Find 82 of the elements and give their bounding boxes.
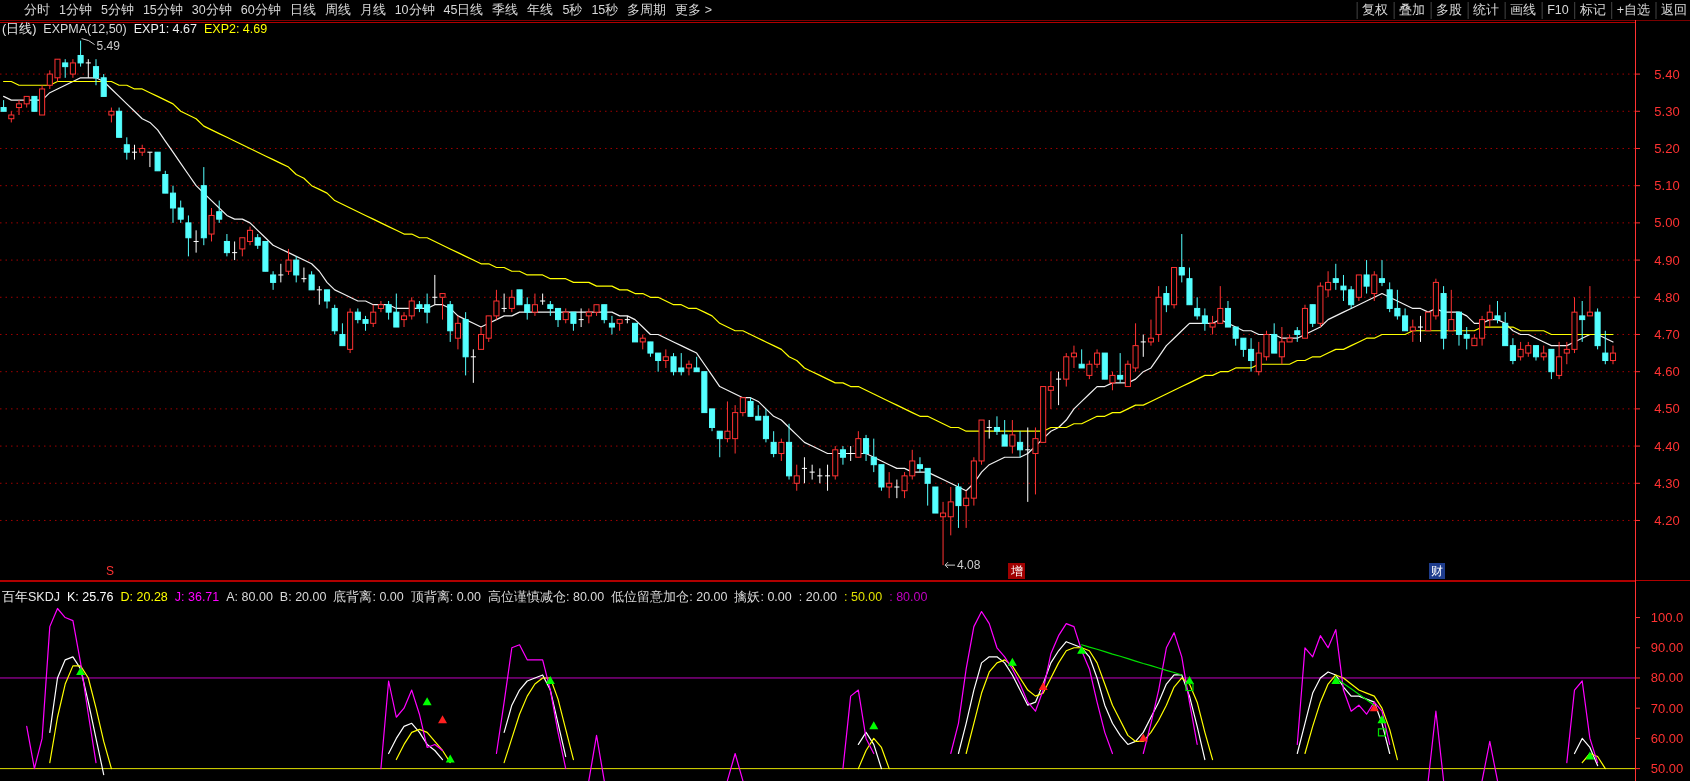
- chart-subtitle: EXPMA(12,50): [43, 22, 127, 36]
- text: 画线: [1510, 3, 1537, 17]
- text: EXP2: 4.69: [203, 22, 268, 36]
- annotation: A: 80.00: [226, 590, 273, 604]
- text: 更多 >: [675, 3, 713, 17]
- point: [1077, 645, 1087, 654]
- text: 15分钟: [142, 3, 183, 17]
- text: 5秒: [562, 3, 583, 17]
- annotation: 财: [1431, 564, 1443, 578]
- text: 年线: [527, 3, 554, 17]
- y-tick-label: 50.00: [1650, 761, 1684, 777]
- point: [1585, 751, 1595, 760]
- annotation: 5.49: [96, 38, 121, 53]
- y-tick-label: 90.00: [1650, 640, 1684, 656]
- text: 多股: [1436, 3, 1463, 17]
- text: 分时: [24, 3, 50, 17]
- text: 标记: [1578, 3, 1606, 17]
- text: EXP1: 4.67: [133, 22, 197, 36]
- text: 季线: [492, 3, 519, 17]
- text: 月线: [359, 3, 386, 17]
- annotation: 底背离: 0.00: [333, 589, 404, 604]
- annotation: 顶背离: 0.00: [410, 589, 482, 604]
- y-tick-label: 5.20: [1654, 140, 1680, 156]
- text: D: 20.28: [120, 590, 168, 604]
- y-tick-label: 5.30: [1654, 103, 1680, 119]
- annotation: B: 20.00: [279, 590, 327, 604]
- y-tick-label: 4.60: [1654, 364, 1680, 380]
- point: [76, 666, 86, 675]
- y-tick-label: 4.70: [1654, 326, 1680, 342]
- text: 日线: [289, 3, 316, 17]
- point: [1377, 728, 1387, 737]
- text: 60分钟: [240, 3, 281, 17]
- y-tick-label: 5.00: [1654, 215, 1680, 231]
- y-tick-label: 4.80: [1654, 289, 1680, 305]
- point: [1185, 682, 1194, 692]
- text: J: 36.71: [174, 590, 220, 604]
- y-tick-label: 5.40: [1654, 66, 1680, 82]
- text: F10: [1547, 3, 1569, 17]
- y-tick-label: 4.90: [1654, 252, 1680, 268]
- text: 5分钟: [100, 3, 134, 17]
- y-tick-label: 60.00: [1650, 730, 1684, 746]
- y-tick-label: 70.00: [1650, 700, 1684, 716]
- annotation: : 20.00: [798, 590, 838, 604]
- point: [1007, 657, 1017, 666]
- annotation: 擒妖: 0.00: [734, 590, 792, 604]
- annotation: 增: [1010, 564, 1023, 578]
- y-tick-label: 4.40: [1654, 438, 1680, 454]
- text: 15秒: [591, 3, 619, 17]
- annotation: S: [105, 564, 115, 578]
- y-tick-label: 4.30: [1654, 475, 1680, 491]
- text: 30分钟: [191, 3, 232, 17]
- annotation: 低位留意加仓: 20.00: [611, 590, 728, 604]
- point: [1369, 703, 1379, 712]
- text: 叠加: [1399, 3, 1426, 17]
- text: 返回: [1661, 3, 1687, 17]
- chart-title: (日线): [2, 22, 37, 36]
- text: K: 25.76: [66, 590, 114, 604]
- text: 统计: [1473, 3, 1500, 17]
- point: [869, 721, 879, 730]
- text: 复权: [1362, 3, 1389, 17]
- point: [422, 697, 432, 706]
- text: 多周期: [627, 3, 667, 17]
- point: [438, 715, 448, 724]
- y-tick-label: 5.10: [1654, 178, 1680, 194]
- point: [1377, 715, 1387, 724]
- text: 45日线: [443, 3, 484, 17]
- annotation: 4.08: [957, 558, 981, 573]
- ref-line-label: : 80.00: [889, 590, 928, 604]
- point: [445, 754, 455, 763]
- text: 1分钟: [59, 3, 92, 17]
- annotation: 高位谨慎减仓: 80.00: [488, 589, 605, 604]
- text: +自选: [1616, 3, 1650, 17]
- text: 周线: [324, 3, 351, 17]
- y-tick-label: 4.50: [1654, 401, 1680, 417]
- y-tick-label: 100.0: [1650, 610, 1684, 626]
- ref-line-label: : 50.00: [843, 590, 883, 604]
- y-tick-label: 80.00: [1650, 670, 1684, 686]
- point: [545, 676, 555, 684]
- text: 百年SKDJ: [2, 590, 60, 604]
- text: 10分钟: [394, 3, 435, 17]
- point: [1038, 682, 1048, 691]
- y-tick-label: 4.20: [1654, 512, 1680, 528]
